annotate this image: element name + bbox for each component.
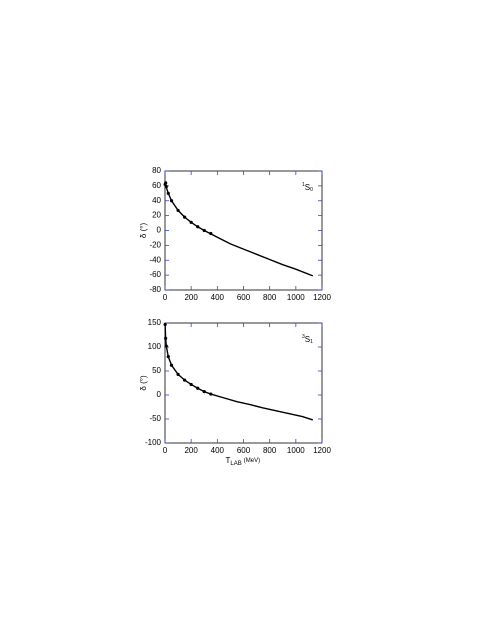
y-tick-label: 60: [152, 181, 161, 190]
annotation: 1S0: [302, 182, 313, 193]
data-point: [176, 372, 180, 376]
y-tick-label: 40: [152, 196, 161, 205]
data-point: [169, 199, 174, 203]
data-point: [196, 225, 200, 229]
x-tick-label: 800: [263, 293, 277, 302]
data-point: [163, 322, 167, 327]
x-tick-label: 600: [237, 293, 251, 302]
data-point: [164, 185, 168, 189]
data-point: [176, 208, 180, 213]
data-point: [164, 336, 168, 340]
x-tick-label: 600: [237, 446, 251, 455]
y-tick-label: -80: [149, 285, 161, 294]
plot-frame: [164, 170, 323, 291]
x-tick-label: 1000: [287, 446, 305, 455]
data-point: [166, 191, 170, 195]
x-axis-label: TLAB (MeV): [226, 456, 261, 466]
y-axis-label: δ (°): [139, 375, 148, 391]
data-point: [183, 378, 187, 382]
y-tick-label: -20: [149, 240, 161, 249]
x-label-unit: (MeV): [244, 458, 260, 464]
x-tick-label: 1200: [313, 446, 331, 455]
x-tick-label: 400: [211, 446, 225, 455]
curve: [164, 183, 314, 277]
x-tick-label: 0: [163, 446, 168, 455]
data-point: [164, 181, 168, 185]
y-axis-label: δ (°): [139, 223, 148, 239]
data-point: [169, 363, 174, 367]
x-label-main: T: [226, 456, 231, 465]
data-point: [183, 215, 187, 219]
y-tick-label: 80: [152, 166, 161, 175]
data-point: [166, 355, 170, 359]
x-tick-label: 400: [211, 293, 225, 302]
x-label-sub: LAB: [230, 461, 241, 467]
x-tick-label: 800: [263, 446, 277, 455]
y-tick-label: -100: [145, 438, 162, 447]
x-tick-label: 200: [184, 293, 198, 302]
annotation-sup: 3: [302, 334, 305, 340]
y-tick-label: 20: [152, 211, 161, 220]
x-tick-label: 1200: [313, 293, 331, 302]
data-point: [202, 228, 206, 233]
x-tick-label: 0: [163, 293, 168, 302]
data-point: [209, 392, 213, 396]
y-tick-label: 0: [157, 226, 162, 235]
annotation: 3S1: [302, 334, 313, 345]
data-point: [189, 220, 193, 224]
annotation-sup: 1: [302, 182, 305, 188]
data-point: [189, 382, 193, 387]
y-tick-label: 150: [148, 318, 162, 327]
y-tick-label: 100: [148, 342, 162, 351]
data-point: [164, 344, 168, 348]
annotation-main: S: [305, 335, 310, 344]
y-tick-label: 0: [157, 390, 162, 399]
curve: [164, 324, 314, 421]
y-tick-label: 50: [152, 366, 161, 375]
x-tick-label: 200: [184, 446, 198, 455]
data-point: [209, 231, 213, 236]
y-tick-label: -40: [149, 255, 161, 264]
annotation-main: S: [305, 183, 310, 192]
annotation-sub: 1: [310, 339, 313, 345]
y-tick-label: -60: [149, 270, 161, 279]
data-point: [196, 386, 200, 390]
data-point: [202, 390, 206, 394]
annotation-sub: 0: [310, 187, 313, 193]
x-tick-label: 1000: [287, 293, 305, 302]
y-tick-label: -50: [149, 414, 161, 423]
